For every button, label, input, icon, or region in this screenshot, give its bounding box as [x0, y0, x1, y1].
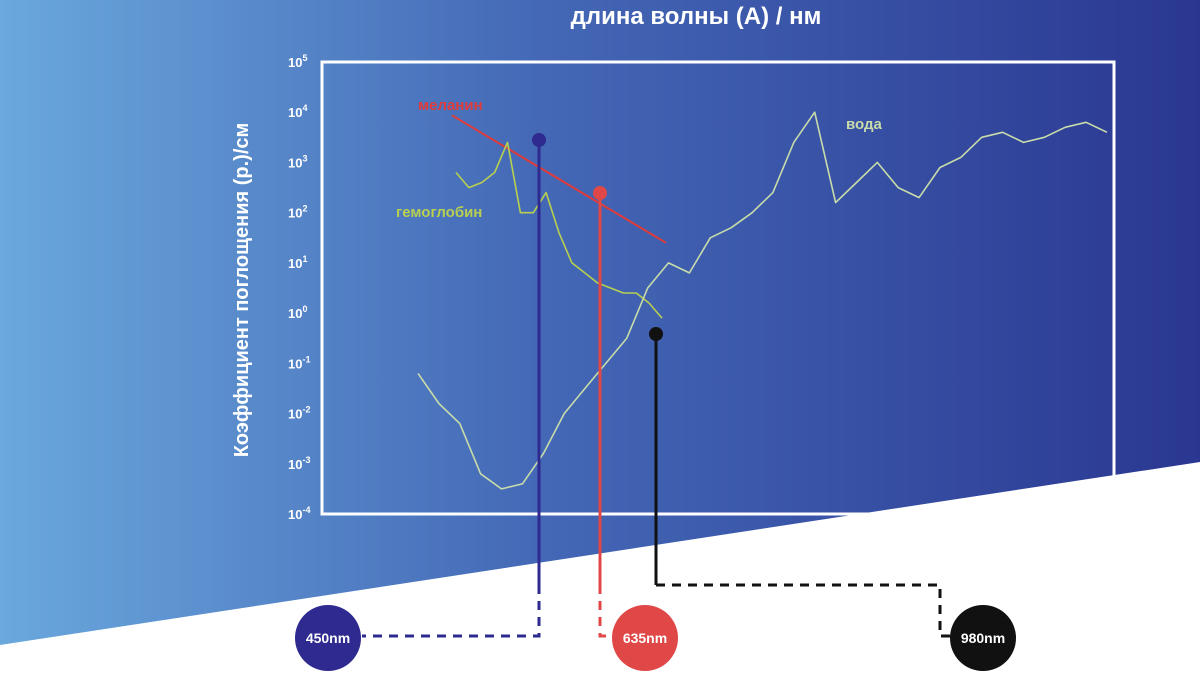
series-layer: [417, 111, 1108, 490]
series-line-0: [451, 114, 667, 244]
series-line-2: [417, 111, 1108, 490]
marker-dot: [532, 133, 546, 147]
y-tick-label: 105: [288, 53, 307, 70]
series-line-1: [455, 141, 663, 319]
y-tick-label: 104: [288, 103, 307, 120]
marker-dot: [593, 186, 607, 200]
series-label: вода: [846, 116, 883, 133]
marker-layer: 450nm 635nm 980nm: [295, 133, 1016, 671]
annotation-layer: меланин гемоглобин вода: [396, 97, 883, 221]
plot-frame: [320, 60, 1116, 516]
y-tick-label: 103: [288, 153, 307, 170]
y-tick-label: 10-2: [288, 405, 310, 422]
wavelength-badge: [612, 605, 678, 671]
marker-leader: [656, 583, 960, 638]
y-tick-labels: 105 104 103 102 101 100 10-1 10-2 10-3 10-4: [288, 53, 310, 522]
marker-leader: [362, 585, 541, 638]
chart-title: длина волны (А) / нм: [571, 3, 822, 30]
series-label: гемоглобин: [396, 204, 482, 221]
wavelength-badge-label: 450nm: [306, 630, 350, 646]
y-axis-label: Коэффициент поглощения (р.)/см: [231, 123, 253, 458]
wavelength-badge: [295, 605, 361, 671]
y-tick-label: 101: [288, 254, 307, 271]
y-tick-label: 10-3: [288, 455, 310, 472]
wavelength-badge-label: 635nm: [623, 630, 667, 646]
y-tick-label: 102: [288, 204, 307, 221]
wavelength-badge-label: 980nm: [961, 630, 1005, 646]
y-tick-label: 10-4: [288, 505, 310, 522]
y-tick-label: 100: [288, 304, 307, 321]
series-label: меланин: [418, 97, 483, 114]
y-tick-label: 10-1: [288, 354, 310, 371]
wavelength-badge: [950, 605, 1016, 671]
marker-dot: [649, 327, 663, 341]
